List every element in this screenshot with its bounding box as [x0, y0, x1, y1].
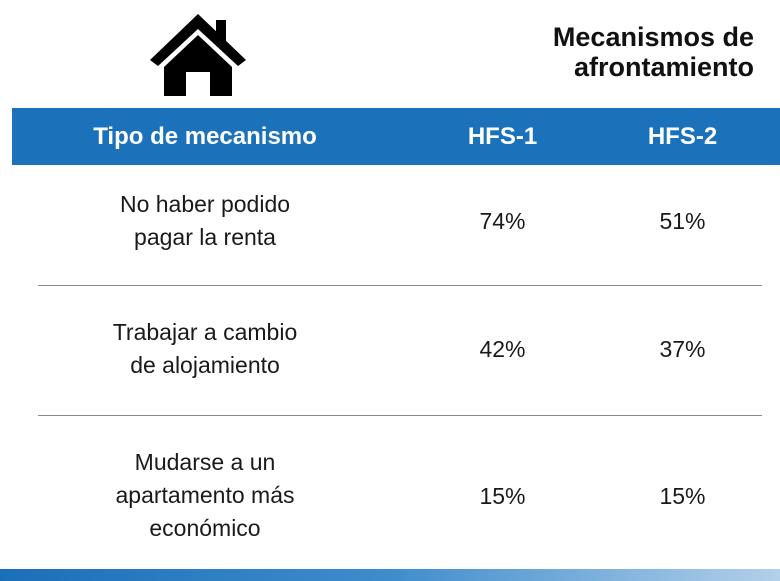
text-line: No haber podido — [119, 191, 291, 217]
cell: 42% — [479, 336, 526, 362]
cell: 74% — [479, 208, 526, 234]
title-line: afrontamiento — [573, 52, 754, 82]
text-line: apartamento más — [115, 482, 295, 508]
column-header: HFS-1 — [467, 123, 538, 150]
text-line: de alojamiento — [130, 352, 280, 378]
table-header — [12, 108, 780, 165]
row-separator — [38, 285, 762, 286]
title: Mecanismos de afrontamiento — [553, 22, 754, 82]
column-header: HFS-2 — [647, 123, 718, 150]
cell: 15% — [659, 483, 706, 509]
cell: 37% — [659, 336, 706, 362]
cell: 15% — [479, 483, 526, 509]
row-separator — [38, 415, 762, 416]
row-label: Mudarse a un apartamento más económico — [70, 446, 340, 545]
house-icon — [150, 14, 246, 96]
title-line: Mecanismos de — [552, 22, 754, 52]
text-line: económico — [149, 515, 261, 541]
row-label: Trabajar a cambio de alojamiento — [70, 316, 340, 382]
footer-bar — [0, 569, 780, 581]
row-label: No haber podido pagar la renta — [70, 188, 340, 254]
text-line: pagar la renta — [134, 224, 276, 250]
column-header: Tipo de mecanismo — [93, 123, 317, 150]
cell: 51% — [659, 208, 706, 234]
text-line: Mudarse a un — [134, 449, 276, 475]
text-line: Trabajar a cambio — [112, 319, 298, 345]
